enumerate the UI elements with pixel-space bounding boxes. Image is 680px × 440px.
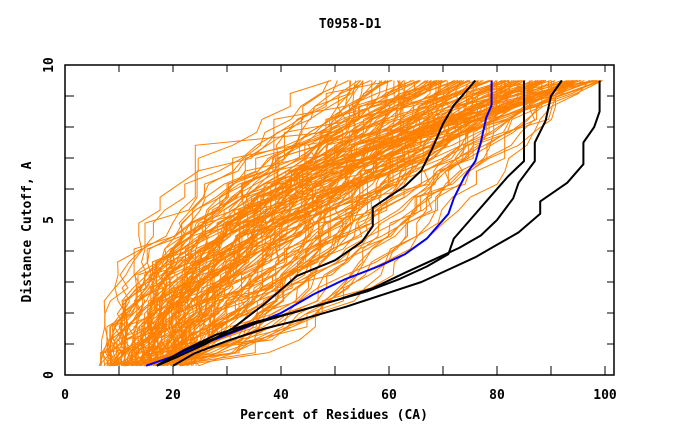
model-curve bbox=[135, 80, 416, 367]
model-curve bbox=[179, 80, 401, 366]
chart-title: T0958-D1 bbox=[319, 17, 382, 32]
model-curve bbox=[173, 80, 582, 366]
background-model-curves bbox=[98, 80, 603, 367]
model-curve bbox=[167, 80, 447, 366]
model-curve bbox=[161, 80, 552, 366]
x-tick-label: 40 bbox=[273, 388, 289, 403]
x-tick-label: 100 bbox=[593, 388, 617, 403]
x-tick-label: 0 bbox=[61, 388, 69, 403]
model-curve bbox=[166, 80, 523, 367]
x-tick-label: 60 bbox=[381, 388, 397, 403]
reference-curve-black-3 bbox=[156, 79, 563, 367]
model-curve bbox=[170, 80, 421, 367]
model-curve bbox=[141, 80, 392, 366]
model-curve bbox=[171, 80, 574, 366]
y-tick-label: 5 bbox=[42, 216, 57, 224]
model-curve bbox=[155, 80, 579, 366]
model-curve bbox=[179, 80, 507, 367]
x-axis-ticks: 0 20 40 60 80 100 bbox=[61, 65, 617, 403]
model-curve bbox=[153, 80, 461, 366]
model-curve bbox=[147, 80, 539, 366]
model-curve bbox=[131, 80, 441, 367]
model-curve bbox=[137, 80, 578, 366]
y-tick-label: 0 bbox=[42, 371, 57, 379]
model-curve bbox=[130, 80, 438, 367]
model-curve bbox=[102, 80, 456, 366]
model-curve bbox=[133, 80, 498, 366]
model-curve bbox=[103, 80, 543, 367]
model-curve bbox=[135, 80, 388, 367]
model-curve bbox=[98, 80, 598, 367]
model-curve bbox=[175, 80, 603, 366]
y-tick-label: 10 bbox=[42, 57, 57, 73]
highlighted-model-curves bbox=[145, 79, 601, 367]
x-tick-label: 80 bbox=[489, 388, 505, 403]
model-curve bbox=[186, 80, 432, 367]
model-curve bbox=[111, 80, 393, 366]
model-curve bbox=[137, 80, 593, 366]
reference-curve-black-2 bbox=[156, 80, 525, 367]
model-curve bbox=[158, 80, 539, 367]
model-curve bbox=[114, 80, 574, 366]
model-curve bbox=[101, 80, 595, 366]
model-curve bbox=[161, 80, 547, 366]
y-axis-label: Distance Cutoff, A bbox=[20, 161, 35, 302]
model-curve bbox=[98, 80, 470, 366]
model-curve bbox=[161, 80, 377, 366]
model-curve bbox=[162, 80, 571, 367]
reference-curve-black-4 bbox=[172, 80, 601, 367]
y-axis-ticks: 0 5 10 bbox=[42, 57, 614, 379]
model-curve bbox=[184, 80, 490, 366]
model-curve bbox=[163, 80, 507, 367]
model-curve bbox=[123, 80, 440, 366]
x-axis-label: Percent of Residues (CA) bbox=[240, 408, 428, 423]
model-curve bbox=[148, 80, 573, 367]
model-curve bbox=[180, 80, 476, 367]
x-tick-label: 20 bbox=[165, 388, 181, 403]
